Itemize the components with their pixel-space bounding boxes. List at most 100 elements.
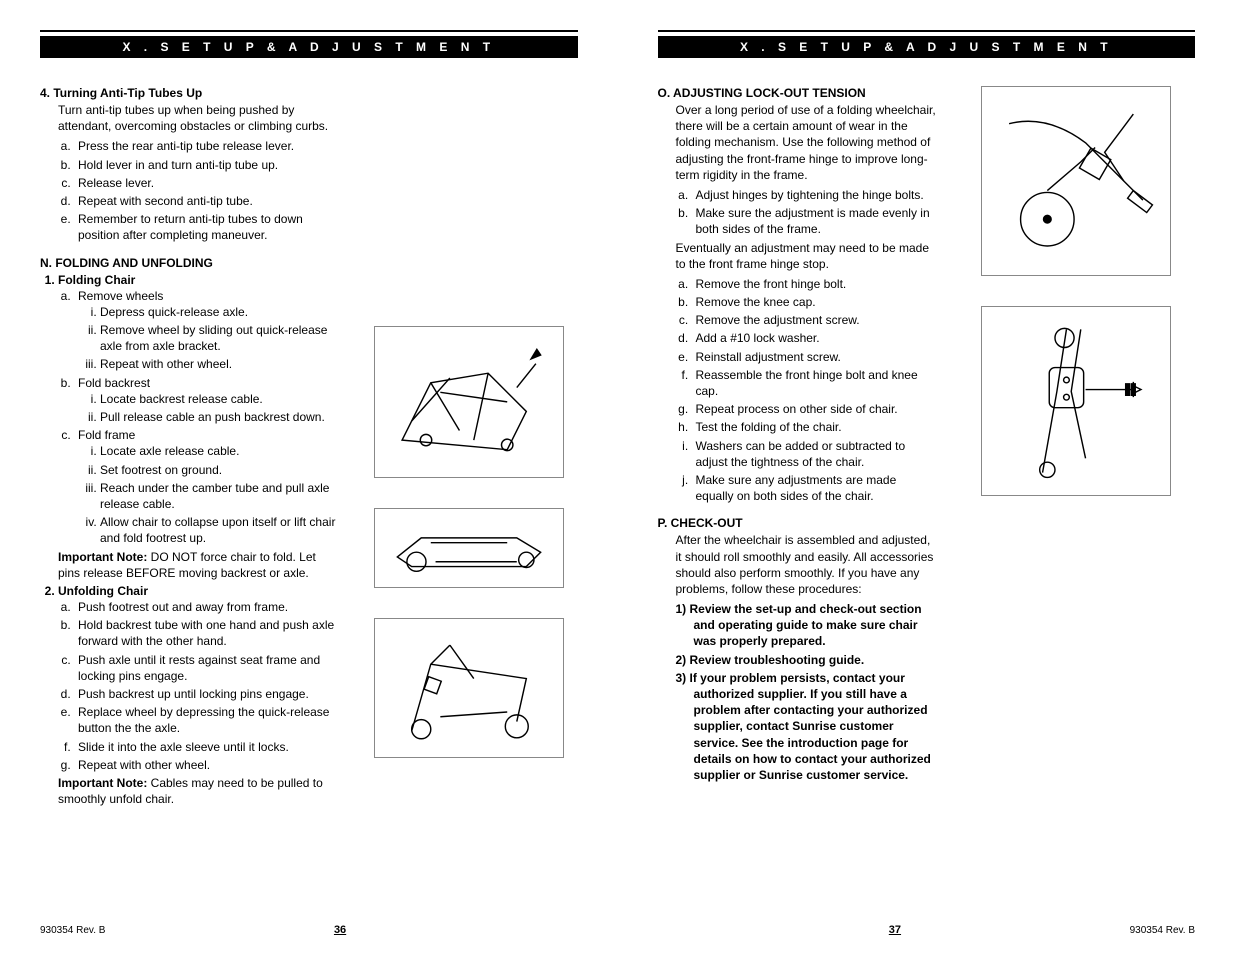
- item-text: Review troubleshooting guide.: [690, 653, 865, 667]
- list-item: Test the folding of the chair.: [692, 419, 938, 435]
- secO-title: O. ADJUSTING LOCK-OUT TENSION: [658, 86, 938, 100]
- secO-list2: Remove the front hinge bolt. Remove the …: [692, 276, 938, 504]
- list-item: Hold lever in and turn anti-tip tube up.: [74, 157, 340, 173]
- item-text: Review the set-up and check-out section …: [690, 602, 922, 648]
- list-item: Repeat process on other side of chair.: [692, 401, 938, 417]
- list-item: Washers can be added or subtracted to ad…: [692, 438, 938, 470]
- list-item: Adjust hinges by tightening the hinge bo…: [692, 187, 938, 203]
- sub1-c-label: Fold frame: [78, 428, 135, 442]
- note-label: Important Note:: [58, 550, 147, 564]
- secN-numlist: Folding Chair Remove wheels Depress quic…: [58, 272, 340, 808]
- list-item: Locate axle release cable.: [100, 443, 340, 459]
- item-text: If your problem persists, contact your a…: [690, 671, 931, 782]
- figure-column: [958, 86, 1196, 785]
- list-item: 3) If your problem persists, contact you…: [676, 670, 938, 783]
- list-item: Press the rear anti-tip tube release lev…: [74, 138, 340, 154]
- list-item: Hold backrest tube with one hand and pus…: [74, 617, 340, 649]
- sub1-c: Fold frame Locate axle release cable. Se…: [74, 427, 340, 546]
- secO-mid: Eventually an adjustment may need to be …: [676, 240, 938, 272]
- sub1-note: Important Note: DO NOT force chair to fo…: [58, 549, 340, 581]
- list-item: Locate backrest release cable.: [100, 391, 340, 407]
- item-num: 1): [676, 602, 690, 616]
- secO-list1: Adjust hinges by tightening the hinge bo…: [692, 187, 938, 238]
- figure-caster-hinge: [981, 86, 1171, 276]
- page-right: X . S E T U P & A D J U S T M E N T O. A…: [618, 0, 1235, 954]
- unfolding-chair-icon: [383, 626, 555, 750]
- list-item: Make sure any adjustments are made equal…: [692, 472, 938, 504]
- note-label: Important Note:: [58, 776, 147, 790]
- list-item: Repeat with second anti-tip tube.: [74, 193, 340, 209]
- footer-right: . 37 930354 Rev. B: [658, 924, 1196, 936]
- footer-left: 930354 Rev. B 36 .: [40, 924, 578, 936]
- figure-hinge-detail: [981, 306, 1171, 496]
- figure-folding-1: [374, 326, 564, 478]
- rule-top: [658, 30, 1196, 32]
- list-item: Push backrest up until locking pins enga…: [74, 686, 340, 702]
- section-header: X . S E T U P & A D J U S T M E N T: [658, 36, 1196, 58]
- revision: 930354 Rev. B: [1130, 925, 1195, 936]
- secP-intro: After the wheelchair is assembled and ad…: [676, 532, 938, 597]
- two-columns: O. ADJUSTING LOCK-OUT TENSION Over a lon…: [658, 86, 1196, 785]
- list-item: Remove the front hinge bolt.: [692, 276, 938, 292]
- sub1: Folding Chair Remove wheels Depress quic…: [58, 272, 340, 581]
- rule-top: [40, 30, 578, 32]
- secP-title: P. CHECK-OUT: [658, 516, 938, 530]
- secP-list: 1) Review the set-up and check-out secti…: [676, 601, 938, 783]
- list-item: 2) Review troubleshooting guide.: [676, 652, 938, 668]
- sub1-a-roman: Depress quick-release axle. Remove wheel…: [100, 304, 340, 373]
- figure-unfolding: [374, 618, 564, 758]
- sub1-title: Folding Chair: [58, 273, 135, 287]
- sub1-alpha: Remove wheels Depress quick-release axle…: [74, 288, 340, 547]
- sec4-list: Press the rear anti-tip tube release lev…: [74, 138, 340, 243]
- wheelchair-frame-icon: [383, 335, 555, 469]
- sub2-title: Unfolding Chair: [58, 584, 148, 598]
- two-columns: 4. Turning Anti-Tip Tubes Up Turn anti-t…: [40, 86, 578, 809]
- page-spread: X . S E T U P & A D J U S T M E N T 4. T…: [0, 0, 1235, 954]
- sub1-b-roman: Locate backrest release cable. Pull rele…: [100, 391, 340, 425]
- secO-intro: Over a long period of use of a folding w…: [676, 102, 938, 183]
- sub1-b-label: Fold backrest: [78, 376, 150, 390]
- sub1-a: Remove wheels Depress quick-release axle…: [74, 288, 340, 373]
- list-item: Remove the adjustment screw.: [692, 312, 938, 328]
- item-num: 2): [676, 653, 690, 667]
- text-column: 4. Turning Anti-Tip Tubes Up Turn anti-t…: [40, 86, 340, 809]
- list-item: Set footrest on ground.: [100, 462, 340, 478]
- sub1-a-label: Remove wheels: [78, 289, 163, 303]
- revision: 930354 Rev. B: [40, 925, 105, 936]
- hinge-detail-icon: [990, 315, 1162, 487]
- figure-folded: [374, 508, 564, 588]
- sub2: Unfolding Chair Push footrest out and aw…: [58, 583, 340, 807]
- sub1-b: Fold backrest Locate backrest release ca…: [74, 375, 340, 426]
- sub2-alpha: Push footrest out and away from frame. H…: [74, 599, 340, 773]
- list-item: Reassemble the front hinge bolt and knee…: [692, 367, 938, 399]
- list-item: Remove the knee cap.: [692, 294, 938, 310]
- list-item: Replace wheel by depressing the quick-re…: [74, 704, 340, 736]
- list-item: Pull release cable an push backrest down…: [100, 409, 340, 425]
- list-item: Reach under the camber tube and pull axl…: [100, 480, 340, 512]
- figure-column: [360, 86, 578, 809]
- list-item: Push footrest out and away from frame.: [74, 599, 340, 615]
- sub2-note: Important Note: Cables may need to be pu…: [58, 775, 340, 807]
- text-column: O. ADJUSTING LOCK-OUT TENSION Over a lon…: [658, 86, 938, 785]
- page-number: 36: [334, 924, 346, 936]
- list-item: Add a #10 lock washer.: [692, 330, 938, 346]
- page-left: X . S E T U P & A D J U S T M E N T 4. T…: [0, 0, 618, 954]
- list-item: Remember to return anti-tip tubes to dow…: [74, 211, 340, 243]
- section-header: X . S E T U P & A D J U S T M E N T: [40, 36, 578, 58]
- page-number: 37: [889, 924, 901, 936]
- folded-chair-icon: [383, 514, 555, 581]
- list-item: Release lever.: [74, 175, 340, 191]
- list-item: Depress quick-release axle.: [100, 304, 340, 320]
- list-item: Allow chair to collapse upon itself or l…: [100, 514, 340, 546]
- list-item: Push axle until it rests against seat fr…: [74, 652, 340, 684]
- list-item: Slide it into the axle sleeve until it l…: [74, 739, 340, 755]
- list-item: 1) Review the set-up and check-out secti…: [676, 601, 938, 650]
- sec4-intro: Turn anti-tip tubes up when being pushed…: [58, 102, 340, 134]
- list-item: Make sure the adjustment is made evenly …: [692, 205, 938, 237]
- list-item: Remove wheel by sliding out quick-releas…: [100, 322, 340, 354]
- list-item: Repeat with other wheel.: [100, 356, 340, 372]
- caster-hinge-icon: [990, 95, 1162, 267]
- secN-title: N. FOLDING AND UNFOLDING: [40, 256, 340, 270]
- item-num: 3): [676, 671, 690, 685]
- sub1-c-roman: Locate axle release cable. Set footrest …: [100, 443, 340, 546]
